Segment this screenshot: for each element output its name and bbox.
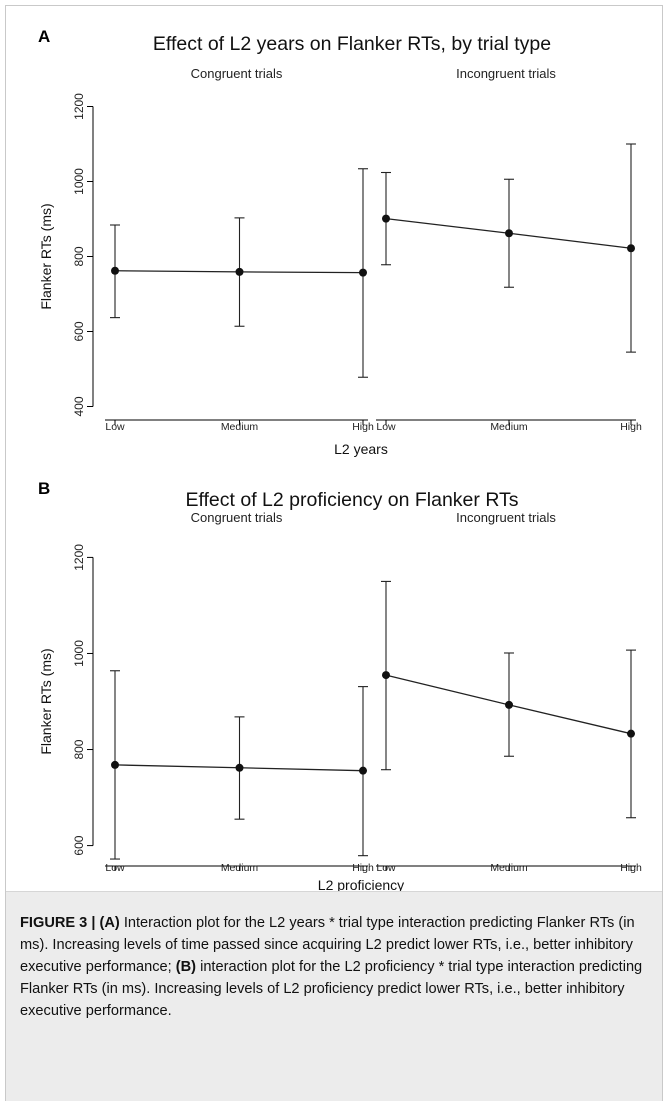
y-tick-label: 600 bbox=[72, 835, 86, 855]
data-point bbox=[627, 729, 635, 738]
figure-charts: A Effect of L2 years on Flanker RTs, by t… bbox=[38, 27, 642, 891]
caption-part-a: (A) bbox=[99, 915, 120, 931]
data-point bbox=[505, 700, 513, 709]
y-tick-label: 600 bbox=[72, 321, 86, 341]
figure-frame: A Effect of L2 years on Flanker RTs, by t… bbox=[5, 5, 663, 1101]
data-point bbox=[359, 766, 367, 775]
chart-title: Effect of L2 years on Flanker RTs, by tr… bbox=[153, 33, 551, 55]
data-point bbox=[111, 760, 119, 769]
data-point bbox=[382, 671, 390, 680]
x-tick-label: Low bbox=[105, 421, 125, 433]
caption-text-b: interaction plot for the L2 proficiency … bbox=[20, 959, 643, 1019]
x-tick-label: Low bbox=[105, 862, 125, 874]
y-tick-label: 1000 bbox=[72, 168, 86, 195]
x-axis-label: L2 years bbox=[334, 441, 388, 457]
x-tick-label: Medium bbox=[221, 862, 259, 874]
data-point bbox=[235, 267, 244, 276]
caption-part-b: (B) bbox=[175, 959, 197, 975]
x-tick-label: High bbox=[620, 421, 642, 433]
y-tick-label: 1000 bbox=[72, 640, 86, 667]
x-tick-label: High bbox=[620, 862, 642, 874]
x-tick-label: Medium bbox=[490, 421, 528, 433]
facet-label: Incongruent trials bbox=[456, 66, 556, 81]
y-tick-label: 1200 bbox=[72, 544, 86, 571]
y-tick-label: 800 bbox=[72, 739, 86, 759]
x-tick-label: High bbox=[352, 421, 374, 433]
y-axis-label: Flanker RTs (ms) bbox=[38, 203, 54, 309]
figure-caption: FIGURE 3 | (A) Interaction plot for the … bbox=[20, 912, 650, 1022]
y-tick-label: 800 bbox=[72, 246, 86, 266]
facet-label: Congruent trials bbox=[191, 66, 283, 81]
data-point bbox=[627, 244, 635, 253]
figure-area: A Effect of L2 years on Flanker RTs, by t… bbox=[6, 6, 662, 891]
data-point bbox=[111, 266, 119, 275]
caption-area: FIGURE 3 | (A) Interaction plot for the … bbox=[6, 891, 662, 1101]
x-tick-label: High bbox=[352, 862, 374, 874]
x-axis-label: L2 proficiency bbox=[318, 877, 404, 891]
data-point bbox=[505, 229, 513, 238]
chart-title: Effect of L2 proficiency on Flanker RTs bbox=[185, 489, 518, 511]
caption-label: FIGURE 3 | bbox=[20, 915, 96, 931]
data-point bbox=[382, 214, 390, 223]
data-point bbox=[235, 763, 244, 772]
caption-text-a: Interaction plot for the L2 years * tria… bbox=[20, 915, 635, 975]
x-tick-label: Low bbox=[376, 421, 396, 433]
y-axis-label: Flanker RTs (ms) bbox=[38, 648, 54, 754]
y-tick-label: 1200 bbox=[72, 93, 86, 120]
y-tick-label: 400 bbox=[72, 396, 86, 416]
data-point bbox=[359, 268, 367, 277]
x-tick-label: Low bbox=[376, 862, 396, 874]
facet-label: Incongruent trials bbox=[456, 510, 556, 525]
facet-label: Congruent trials bbox=[191, 510, 283, 525]
panel-letter: A bbox=[38, 27, 50, 46]
x-tick-label: Medium bbox=[221, 421, 259, 433]
panel-letter: B bbox=[38, 479, 50, 498]
x-tick-label: Medium bbox=[490, 862, 528, 874]
